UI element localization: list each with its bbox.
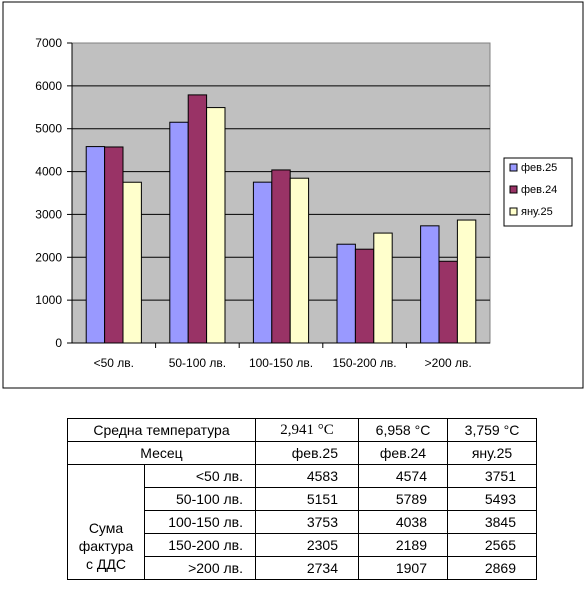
- temperature-value: 6,958 °C: [358, 418, 448, 442]
- month-row: Месец фев.25 фев.24 яну.25: [67, 441, 537, 465]
- table-cell: 3845: [447, 510, 537, 534]
- table-cell: 3753: [255, 510, 359, 534]
- bar: [187, 94, 208, 344]
- bar: [289, 177, 310, 344]
- legend-label: яну.25: [521, 206, 553, 218]
- side-label: Сума фактура с ДДС: [67, 464, 145, 580]
- bar: [438, 260, 458, 344]
- legend-swatch: [509, 207, 518, 216]
- range-label: 150-200 лв.: [144, 533, 256, 557]
- month-label: Месец: [67, 441, 256, 465]
- chart-canvas: 0 1000 2000 3000 4000 5000 6000 7000 <50 лв. 50-1…: [2, 1, 584, 389]
- bar: [271, 169, 291, 344]
- bar: [104, 146, 124, 344]
- y-tick-label: 1000: [35, 293, 62, 307]
- legend-label: фев.24: [521, 184, 557, 196]
- temperature-row: Средна температура 2,941 °C 6,958 °C 3,7…: [67, 418, 537, 442]
- bar: [206, 107, 226, 344]
- table-cell: 2189: [358, 533, 448, 557]
- x-tick-label: >200 лв.: [425, 356, 472, 370]
- side-label-line: фактура: [78, 538, 134, 554]
- legend: фев.25 фев.24 яну.25: [503, 157, 573, 227]
- y-tick-label: 5000: [35, 122, 62, 136]
- data-table: Средна температура 2,941 °C 6,958 °C 3,7…: [67, 418, 537, 580]
- range-label: 100-150 лв.: [144, 510, 256, 534]
- legend-label: фев.25: [521, 162, 557, 174]
- x-tick-label: 150-200 лв.: [333, 356, 397, 370]
- legend-swatch: [509, 163, 518, 172]
- range-label: >200 лв.: [144, 556, 256, 580]
- bar: [122, 181, 142, 344]
- table-row: 150-200 лв. 2305 2189 2565: [68, 533, 537, 557]
- temperature-value: 2,941 °C: [255, 418, 359, 442]
- y-tick-label: 3000: [35, 207, 62, 221]
- bar: [456, 219, 477, 344]
- table-cell: 2869: [447, 556, 537, 580]
- bar: [169, 121, 189, 344]
- table-cell: 5789: [358, 487, 448, 511]
- table-cell: 4583: [255, 464, 359, 488]
- table-cell: 5151: [255, 487, 359, 511]
- x-tick-label: 50-100 лв.: [169, 356, 226, 370]
- temperature-value: 3,759 °C: [447, 418, 537, 442]
- bars: [85, 94, 477, 344]
- x-tick-label: <50 лв.: [94, 356, 134, 370]
- legend-swatch: [509, 185, 518, 194]
- side-label-line: Сума: [88, 520, 124, 536]
- range-label: <50 лв.: [144, 464, 256, 488]
- y-tick-label: 2000: [35, 250, 62, 264]
- y-tick-label: 7000: [35, 36, 62, 50]
- table-cell: 5493: [447, 487, 537, 511]
- x-tick-label: 100-150 лв.: [249, 356, 313, 370]
- side-label-line: с ДДС: [86, 556, 126, 572]
- table-cell: 3751: [447, 464, 537, 488]
- bar: [354, 248, 375, 344]
- table-row: >200 лв. 2734 1907 2869: [68, 556, 537, 580]
- temperature-label: Средна температура: [67, 418, 256, 442]
- bar-chart: 0 1000 2000 3000 4000 5000 6000 7000 <50 лв. 50-1…: [2, 1, 584, 389]
- y-tick-label: 0: [55, 336, 62, 350]
- bar: [252, 181, 273, 344]
- month-value: яну.25: [447, 441, 537, 465]
- bar: [85, 146, 106, 344]
- table-row: Сума фактура с ДДС <50 лв. 4583 4574 375…: [67, 464, 537, 580]
- axes: 0 1000 2000 3000 4000 5000 6000 7000 <50 лв. 50-1…: [35, 36, 490, 370]
- table-cell: 2305: [255, 533, 359, 557]
- table-cell: 4574: [358, 464, 448, 488]
- month-value: фев.25: [255, 441, 359, 465]
- table-cell: 2565: [447, 533, 537, 557]
- table-cell: 4038: [358, 510, 448, 534]
- table-cell: 2734: [255, 556, 359, 580]
- table-cell: 1907: [358, 556, 448, 580]
- y-tick-label: 4000: [35, 165, 62, 179]
- bar: [336, 243, 356, 344]
- y-tick-label: 6000: [35, 79, 62, 93]
- bar: [420, 225, 440, 344]
- month-value: фев.24: [358, 441, 448, 465]
- bar: [373, 232, 393, 344]
- range-label: 50-100 лв.: [144, 487, 256, 511]
- table-row: 50-100 лв. 5151 5789 5493: [68, 487, 537, 511]
